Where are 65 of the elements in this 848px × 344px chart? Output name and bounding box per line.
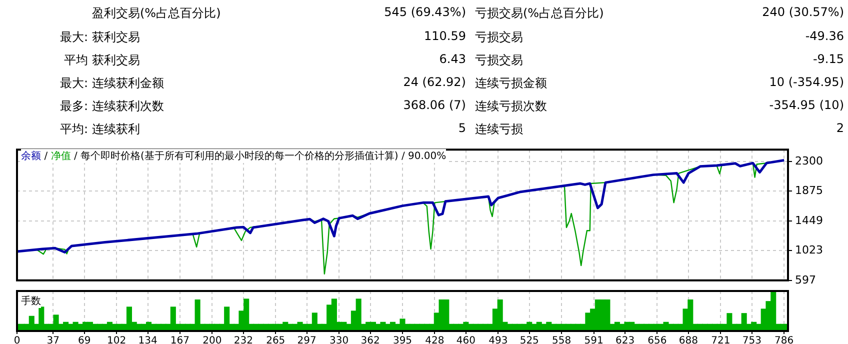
text: 亏损交易 [475,52,524,69]
text: 连续获利次数 [92,98,165,115]
text: 亏损交易(%占总百分比) [475,5,605,22]
text: 获利交易 [92,52,141,69]
x-tick-label: 558 [552,336,572,344]
text: 最多: [58,98,88,115]
x-tick-label: 102 [107,336,126,344]
text: -9.15 [812,52,844,66]
y-tick-label: 1449 [795,214,823,227]
y-tick-label: 1875 [795,184,823,198]
text: 平均 [63,52,88,69]
text: 连续亏损金额 [475,75,548,92]
text: 盈利交易(%占总百分比) [92,5,222,22]
chart-subtitle: 每个即时价格(基于所有可利用的最小时段的每一个价格的分形插值计算) / 90.00% [80,151,446,162]
text: 连续亏损 [475,121,524,138]
text: 240 (30.57%) [761,5,844,19]
text: 最大: [58,29,88,46]
text: 110.59 [423,29,466,43]
x-tick-label: 623 [615,336,635,344]
text: 368.06 (7) [402,98,466,112]
x-tick-label: 395 [392,336,412,344]
text: -49.36 [804,29,844,43]
text: 连续获利金额 [92,75,165,92]
text: / [74,151,78,162]
text: 净值 [50,151,71,162]
x-tick-label: 591 [584,336,604,344]
x-tick-label: 167 [170,336,190,344]
annotation: / [43,151,49,162]
text: 余额 [21,151,41,162]
text: 6.43 [438,52,466,66]
text: 24 (62.92) [402,75,466,89]
text: 亏损交易 [475,29,524,46]
x-tick-label: 232 [234,336,253,344]
x-tick-label: 525 [520,336,539,344]
text: 5 [457,121,466,135]
text: 获利交易 [92,29,141,46]
text: 545 (69.43%) [383,5,466,19]
y-tick-label: 2300 [795,154,823,168]
x-tick-label: 721 [711,336,730,344]
x-tick-label: 0 [14,336,20,344]
x-tick-label: 656 [648,336,667,344]
text: 连续亏损次数 [475,98,548,115]
text: 平均: [58,121,88,138]
x-tick-label: 134 [138,336,158,344]
text: 连续获利 [92,121,141,138]
y-tick-label: 1023 [795,244,823,257]
x-tick-label: 200 [202,336,222,344]
text: 2 [835,121,844,135]
x-tick-label: 688 [678,336,698,344]
x-tick-label: 297 [297,336,316,344]
text: 最大: [58,75,88,92]
y-tick-label: 597 [795,273,816,286]
text: -354.95 (10) [768,98,844,112]
x-tick-label: 69 [78,336,91,344]
x-tick-label: 786 [774,336,794,344]
x-tick-label: 265 [266,336,286,344]
x-tick-label: 362 [360,336,380,344]
x-tick-label: 493 [488,336,508,344]
text: 手数 [21,294,41,308]
text: 10 (-354.95) [768,75,844,89]
x-tick-label: 460 [456,336,476,344]
x-tick-label: 330 [330,336,349,344]
x-tick-label: 428 [425,336,444,344]
x-tick-label: 37 [46,336,60,344]
x-tick-label: 753 [742,336,762,344]
